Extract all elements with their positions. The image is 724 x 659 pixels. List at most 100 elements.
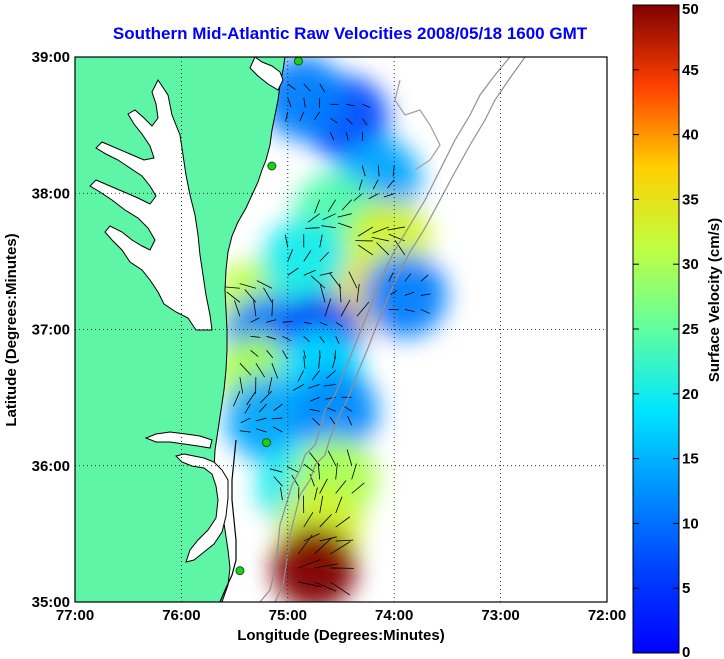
chesapeake-bay bbox=[89, 79, 213, 331]
velocity-vector bbox=[318, 356, 321, 369]
velocity-vector bbox=[348, 271, 358, 289]
velocity-vector bbox=[335, 321, 343, 327]
colorbar-tick-label: 10 bbox=[682, 515, 699, 532]
velocity-vector bbox=[383, 193, 395, 198]
station-marker bbox=[262, 438, 272, 448]
velocity-vector bbox=[239, 377, 244, 394]
velocity-vector bbox=[388, 233, 406, 242]
x-tick-label: 73:00 bbox=[481, 607, 519, 624]
velocity-vector bbox=[420, 309, 431, 314]
velocity-vector bbox=[329, 132, 335, 141]
x-tick-label: 75:00 bbox=[269, 607, 307, 624]
velocity-vector bbox=[404, 309, 415, 313]
bathymetry-contours bbox=[259, 57, 526, 602]
grid bbox=[75, 57, 607, 602]
colorbar-tick-label: 0 bbox=[682, 644, 690, 659]
velocity-vector bbox=[342, 405, 352, 412]
velocity-vector bbox=[287, 249, 294, 262]
velocity-vector bbox=[361, 118, 368, 126]
velocity-vector bbox=[346, 449, 353, 466]
velocity-vector bbox=[337, 222, 352, 229]
velocity-vector bbox=[314, 581, 337, 592]
velocity-vector bbox=[303, 356, 306, 369]
velocity-vector bbox=[319, 478, 328, 494]
velocity-vectors bbox=[223, 83, 431, 596]
map-title: Southern Mid-Atlantic Raw Velocities 200… bbox=[112, 24, 588, 43]
velocity-vector bbox=[330, 117, 338, 124]
velocity-vector bbox=[317, 462, 321, 480]
velocity-vector bbox=[298, 559, 321, 569]
velocity-vector bbox=[372, 179, 379, 190]
x-tick-label: 72:00 bbox=[588, 607, 626, 624]
velocity-vector bbox=[282, 335, 292, 342]
velocity-vector bbox=[271, 363, 279, 379]
colorbar-tick-label: 15 bbox=[682, 451, 699, 468]
velocity-vector bbox=[310, 396, 320, 402]
velocity-vector bbox=[319, 321, 328, 326]
velocity-vector bbox=[303, 269, 316, 276]
velocity-vector bbox=[327, 199, 337, 213]
velocity-vector bbox=[291, 474, 299, 487]
x-tick-label: 74:00 bbox=[375, 607, 413, 624]
velocity-vector bbox=[420, 274, 429, 282]
velocity-vector bbox=[303, 533, 320, 542]
velocity-vector bbox=[272, 426, 283, 433]
velocity-vector bbox=[351, 463, 357, 480]
velocity-vector bbox=[244, 289, 257, 303]
velocity-vector bbox=[303, 350, 307, 359]
velocity-vector bbox=[319, 251, 330, 262]
velocity-vector bbox=[362, 103, 371, 108]
y-tick-label: 39:00 bbox=[32, 49, 70, 66]
colorbar-tick-label: 50 bbox=[682, 1, 699, 18]
velocity-vector bbox=[303, 336, 310, 343]
velocity-vector bbox=[287, 97, 292, 108]
velocity-vector bbox=[326, 370, 336, 379]
velocity-vector bbox=[337, 213, 352, 218]
velocity-vector bbox=[240, 417, 251, 424]
velocity-vector bbox=[330, 541, 351, 555]
velocity-vector bbox=[377, 165, 380, 177]
velocity-vector bbox=[327, 450, 337, 466]
y-tick-label: 36:00 bbox=[32, 458, 70, 475]
velocity-vector bbox=[356, 301, 370, 317]
velocity-vector bbox=[253, 299, 257, 317]
velocity-vector bbox=[325, 396, 336, 400]
velocity-vector bbox=[319, 272, 333, 276]
velocity-vector bbox=[284, 234, 289, 248]
velocity-vector bbox=[282, 350, 288, 360]
colorbar-tick-label: 40 bbox=[682, 127, 699, 144]
velocity-vector bbox=[356, 283, 360, 303]
velocity-vector bbox=[322, 213, 336, 221]
velocity-vector bbox=[226, 291, 241, 303]
velocity-vector bbox=[314, 537, 332, 555]
velocity-vector bbox=[387, 226, 405, 231]
velocity-vector bbox=[299, 111, 305, 122]
velocity-vector bbox=[358, 179, 363, 191]
velocity-vector bbox=[239, 362, 252, 376]
velocity-vector bbox=[234, 300, 241, 317]
delaware-bay bbox=[249, 57, 284, 91]
velocity-vector bbox=[271, 417, 283, 420]
velocity-vector bbox=[263, 287, 273, 303]
velocity-vector bbox=[321, 225, 336, 229]
velocity-vector bbox=[404, 273, 412, 282]
velocity-vector bbox=[347, 415, 353, 426]
velocity-vector bbox=[298, 534, 313, 555]
velocity-vector bbox=[335, 480, 347, 494]
velocity-vector bbox=[239, 430, 251, 433]
x-tick-label: 76:00 bbox=[162, 607, 200, 624]
velocity-vector bbox=[266, 319, 277, 323]
velocity-vector bbox=[335, 336, 340, 344]
stations bbox=[235, 57, 303, 576]
velocity-vector bbox=[346, 103, 355, 107]
velocity-vector bbox=[233, 391, 241, 407]
velocity-vector bbox=[388, 272, 394, 282]
velocity-vector bbox=[331, 356, 337, 369]
velocity-vector bbox=[255, 362, 265, 378]
velocity-vector bbox=[319, 495, 324, 514]
velocity-vector bbox=[319, 284, 326, 303]
velocity-vector bbox=[372, 226, 390, 234]
velocity-vector bbox=[404, 291, 415, 296]
